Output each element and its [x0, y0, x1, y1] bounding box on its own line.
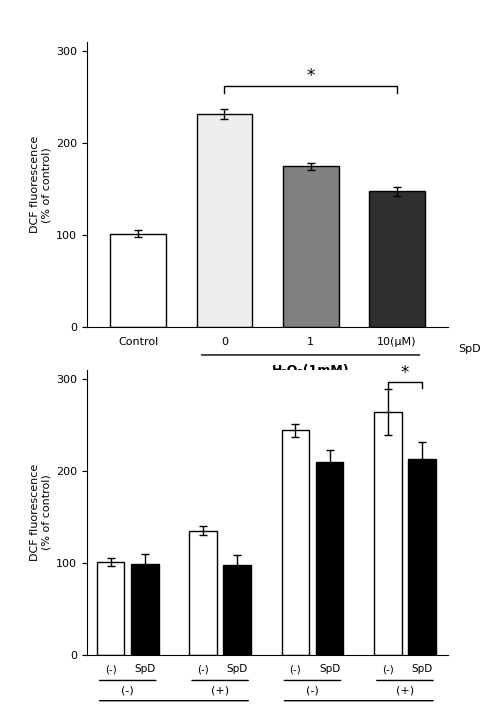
- Bar: [224, 565, 251, 655]
- Text: (+): (+): [396, 685, 414, 695]
- Bar: [281, 430, 309, 655]
- Bar: [408, 459, 436, 655]
- Text: (+): (+): [211, 685, 229, 695]
- Text: *: *: [401, 363, 409, 382]
- Bar: [131, 564, 159, 655]
- Bar: [282, 166, 338, 327]
- Y-axis label: DCF fluorescence
(% of control): DCF fluorescence (% of control): [30, 463, 52, 561]
- Text: (-): (-): [121, 685, 134, 695]
- Bar: [197, 114, 253, 327]
- Text: SpD: SpD: [458, 344, 481, 354]
- Y-axis label: DCF fluorescence
(% of control): DCF fluorescence (% of control): [30, 136, 52, 234]
- Bar: [110, 234, 166, 327]
- Bar: [316, 462, 344, 655]
- Text: (A): (A): [258, 404, 277, 417]
- Text: H₂O₂(1mM): H₂O₂(1mM): [272, 364, 349, 377]
- Bar: [369, 191, 425, 327]
- Bar: [374, 412, 402, 655]
- Bar: [189, 531, 217, 655]
- Bar: [97, 562, 124, 655]
- Text: *: *: [307, 68, 315, 85]
- Text: (-): (-): [306, 685, 319, 695]
